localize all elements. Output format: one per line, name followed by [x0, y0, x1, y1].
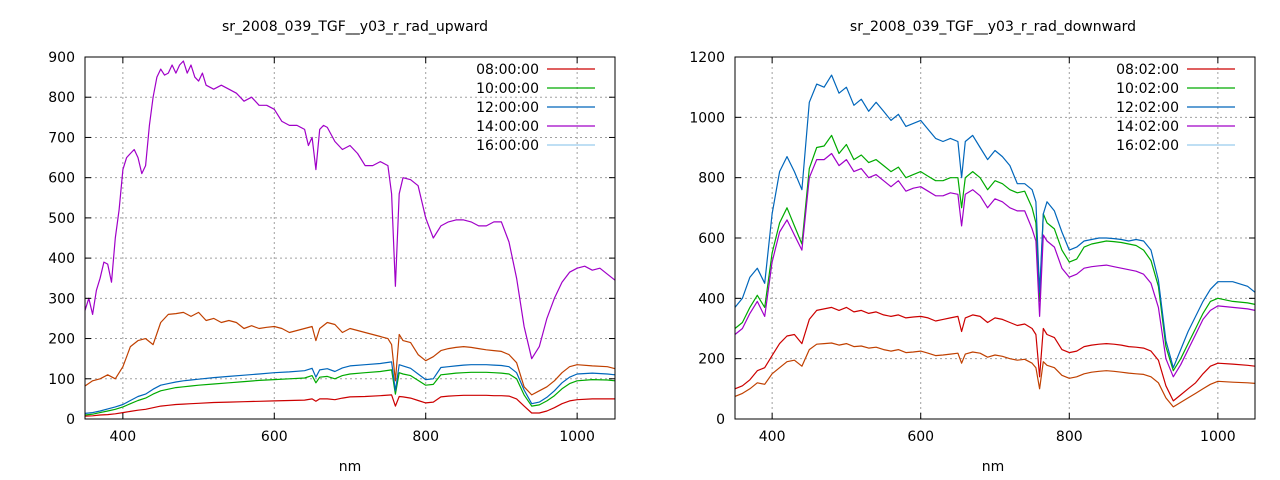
y-tick-label: 200	[698, 352, 725, 368]
legend-label: 10:00:00	[476, 81, 539, 97]
y-tick-label: 800	[698, 171, 725, 187]
y-tick-label: 500	[48, 211, 75, 227]
y-tick-label: 800	[48, 90, 75, 106]
legend-label: 10:02:00	[1116, 81, 1179, 97]
y-tick-label: 0	[66, 412, 75, 428]
upward-radiance-chart: sr_2008_039_TGF__y03_r_rad_upward nm 400…	[48, 19, 616, 475]
legend-label: 12:02:00	[1116, 100, 1179, 116]
y-tick-label: 600	[48, 171, 75, 187]
x-axis-label: nm	[982, 459, 1005, 475]
legend-label: 16:00:00	[476, 138, 539, 154]
legend-label: 12:00:00	[476, 100, 539, 116]
legend-label: 14:02:00	[1116, 119, 1179, 135]
x-tick-label: 800	[412, 429, 439, 445]
legend-label: 14:00:00	[476, 119, 539, 135]
series-line	[734, 152, 1256, 378]
y-tick-label: 900	[48, 50, 75, 66]
legend-label: 08:02:00	[1116, 62, 1179, 78]
y-tick-label: 0	[716, 412, 725, 428]
y-tick-label: 1000	[689, 110, 725, 126]
series-line	[734, 306, 1256, 402]
x-tick-label: 800	[1056, 429, 1083, 445]
x-axis-label: nm	[339, 459, 362, 475]
chart-title: sr_2008_039_TGF__y03_r_rad_downward	[850, 19, 1136, 35]
series-line	[84, 361, 616, 414]
series-line-unlabeled	[84, 311, 616, 396]
series-line	[84, 369, 616, 416]
series-line	[734, 74, 1256, 369]
y-tick-label: 1200	[689, 50, 725, 66]
y-tick-label: 300	[48, 291, 75, 307]
y-tick-label: 600	[698, 231, 725, 247]
legend-label: 16:02:00	[1116, 138, 1179, 154]
y-tick-label: 200	[48, 332, 75, 348]
series-line	[84, 394, 615, 417]
y-tick-label: 400	[48, 251, 75, 267]
x-tick-label: 400	[109, 429, 136, 445]
x-tick-label: 600	[261, 429, 288, 445]
y-tick-label: 400	[698, 291, 725, 307]
plot-frame	[84, 56, 616, 420]
x-tick-label: 1000	[559, 429, 595, 445]
chart-title: sr_2008_039_TGF__y03_r_rad_upward	[222, 19, 488, 35]
y-tick-label: 100	[48, 372, 75, 388]
series-line-unlabeled	[734, 342, 1256, 408]
legend-label: 08:00:00	[476, 62, 539, 78]
x-tick-label: 400	[759, 429, 786, 445]
x-tick-label: 1000	[1200, 429, 1236, 445]
downward-radiance-chart: sr_2008_039_TGF__y03_r_rad_downward nm 4…	[689, 19, 1256, 475]
y-tick-label: 700	[48, 130, 75, 146]
series-line	[84, 60, 616, 360]
series-line	[734, 134, 1256, 372]
x-tick-label: 600	[907, 429, 934, 445]
